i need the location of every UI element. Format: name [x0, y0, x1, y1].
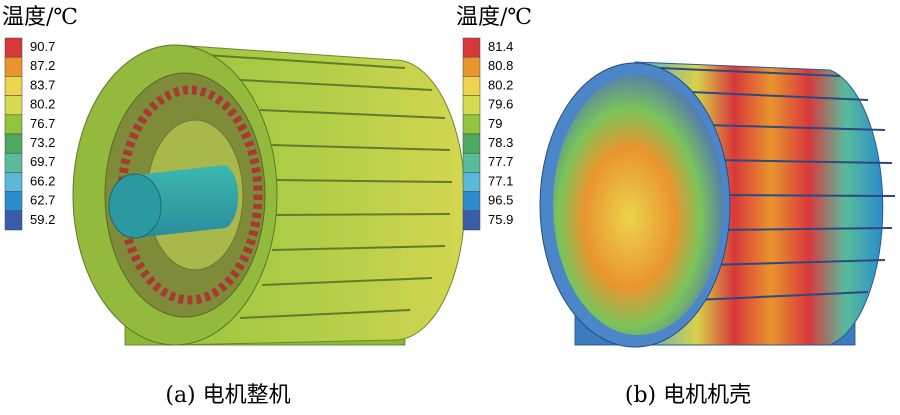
legend-level: 76.7 — [30, 116, 55, 131]
legend-level: 69.7 — [30, 154, 55, 169]
legend-level: 79 — [488, 116, 502, 131]
legend-swatch — [462, 76, 481, 96]
legend-title: 温度/℃ — [456, 5, 532, 30]
legend-swatch — [462, 133, 481, 154]
legend-swatch — [462, 152, 481, 173]
legend-swatch — [462, 172, 481, 192]
legend-swatch — [462, 114, 481, 135]
legend-level: 75.9 — [488, 212, 513, 227]
legend-level: 59.2 — [30, 212, 55, 227]
legend-swatch — [4, 114, 23, 135]
legend-level: 73.2 — [30, 135, 55, 150]
legend-swatch — [462, 37, 481, 58]
legend-level: 90.7 — [30, 39, 55, 54]
legend-swatch — [4, 95, 23, 116]
shaft — [135, 165, 239, 238]
fins — [659, 67, 896, 301]
legend-level: 62.7 — [30, 193, 55, 208]
legend-level: 78.3 — [488, 135, 513, 150]
legend-level: 80.2 — [488, 77, 513, 92]
legend-level: 96.5 — [488, 193, 513, 208]
fins — [204, 54, 453, 319]
legend-swatch — [4, 152, 23, 173]
legend-level: 79.6 — [488, 97, 513, 112]
legend-swatch — [4, 210, 23, 231]
legend-swatch — [462, 56, 481, 77]
legend-swatch — [4, 172, 23, 192]
legend-swatch — [4, 133, 23, 154]
legend-level: 77.1 — [488, 173, 513, 188]
legend-title: 温度/℃ — [2, 5, 78, 30]
legend-swatch — [462, 95, 481, 116]
caption: (a) 电机整机 — [165, 383, 290, 408]
legend-swatch — [4, 191, 23, 212]
legend-level: 77.7 — [488, 154, 513, 169]
motor-shell — [539, 61, 896, 348]
legend-swatch — [462, 210, 481, 231]
legend-level: 81.4 — [488, 39, 513, 54]
legend-level: 66.2 — [30, 173, 55, 188]
motor-full — [72, 44, 466, 346]
inner-surface — [553, 75, 723, 335]
legend-level: 87.2 — [30, 58, 55, 73]
legend-level: 83.7 — [30, 77, 55, 92]
shaft-end — [108, 173, 162, 239]
caption: (b) 电机机壳 — [625, 383, 751, 408]
legend-level: 80.8 — [488, 58, 513, 73]
legend-level: 80.2 — [30, 97, 55, 112]
legend-swatch — [462, 191, 481, 212]
legend-swatch — [4, 37, 23, 58]
legend-swatch — [4, 76, 23, 96]
legend-swatch — [4, 56, 23, 77]
